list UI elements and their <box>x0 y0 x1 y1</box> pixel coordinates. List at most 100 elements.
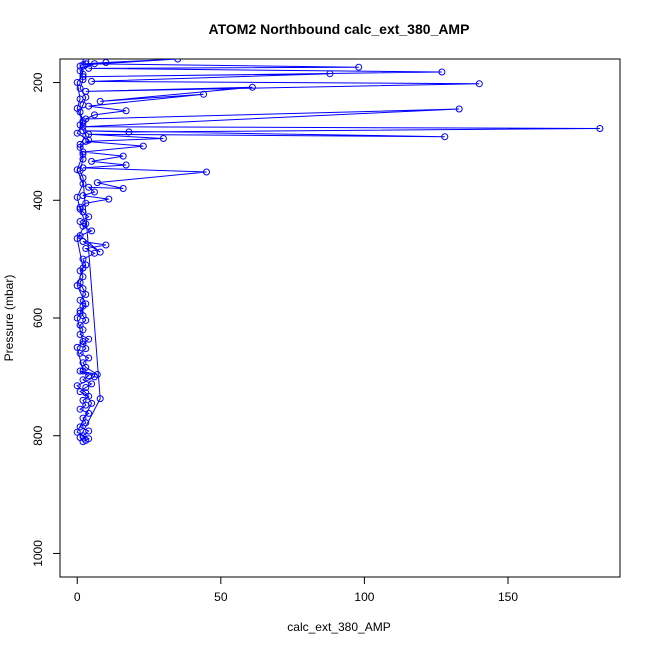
data-point <box>85 427 93 435</box>
data-point <box>596 125 604 132</box>
x-axis: 0 50 100 150 <box>74 576 518 604</box>
data-point <box>79 155 87 163</box>
y-tick-label: 400 <box>31 190 45 210</box>
data-point <box>119 152 127 160</box>
data-point <box>73 129 81 137</box>
data-point <box>122 107 130 115</box>
y-tick-label: 1000 <box>31 540 45 567</box>
chart-title: ATOM2 Northbound calc_ext_380_AMP <box>209 21 470 37</box>
data-point <box>174 59 182 63</box>
data-point <box>91 60 98 68</box>
data-point <box>73 193 81 201</box>
data-point <box>76 143 84 151</box>
data-point <box>93 179 101 187</box>
data-point <box>85 335 93 343</box>
data-point <box>79 376 87 384</box>
data-point <box>88 227 96 235</box>
data-point <box>82 199 90 207</box>
data-point <box>82 384 90 391</box>
data-point <box>73 282 81 290</box>
data-point <box>79 273 87 281</box>
data-point <box>88 77 96 85</box>
data-point <box>76 205 84 213</box>
data-point <box>76 405 84 413</box>
data-point <box>82 300 90 308</box>
data-point <box>455 105 463 113</box>
data-point <box>475 80 483 88</box>
data-point <box>82 59 90 65</box>
data-point <box>79 70 87 78</box>
data-point <box>88 380 96 388</box>
data-point <box>96 395 104 403</box>
data-point <box>85 136 93 144</box>
data-point <box>326 70 334 78</box>
data-point <box>79 414 87 422</box>
data-point <box>82 245 90 252</box>
data-point <box>73 104 81 112</box>
data-point <box>79 264 87 272</box>
data-point <box>79 285 87 293</box>
data-point <box>85 213 93 221</box>
data-point <box>85 409 93 417</box>
data-point <box>102 59 110 66</box>
data-point <box>79 367 87 375</box>
data-point <box>76 423 84 431</box>
data-point <box>82 291 90 298</box>
data-point <box>76 95 84 103</box>
x-tick-label: 50 <box>214 590 228 604</box>
data-point <box>438 68 446 76</box>
data-point <box>82 220 90 228</box>
data-point <box>79 396 87 404</box>
data-point <box>76 309 84 317</box>
x-tick-label: 150 <box>498 590 518 604</box>
data-point <box>125 128 133 136</box>
data-point <box>79 340 87 348</box>
data-point <box>79 76 87 84</box>
y-tick-label: 200 <box>31 72 45 92</box>
data-point <box>119 185 127 192</box>
series-line <box>76 59 600 443</box>
data-point <box>96 248 104 256</box>
data-point <box>96 97 104 105</box>
data-point <box>85 354 93 362</box>
data-point <box>73 343 81 351</box>
data-point <box>73 79 81 86</box>
x-axis-label: calc_ext_380_AMP <box>287 620 390 634</box>
x-tick-label: 0 <box>74 590 81 604</box>
data-point <box>102 241 110 249</box>
data-point <box>79 255 87 263</box>
data-point <box>82 389 90 397</box>
data-point <box>85 435 93 443</box>
x-tick-label: 100 <box>354 590 374 604</box>
data-point <box>200 90 208 98</box>
data-point <box>73 235 81 242</box>
data-point <box>91 188 98 196</box>
data-point <box>79 73 87 81</box>
data-point <box>79 438 87 446</box>
data-point <box>91 111 98 119</box>
data-point <box>85 183 93 191</box>
data-point <box>79 338 87 345</box>
data-point <box>122 161 130 169</box>
data-point <box>73 166 81 174</box>
data-point <box>441 133 449 141</box>
y-tick-label: 800 <box>31 425 45 445</box>
data-point <box>79 119 87 127</box>
data-point <box>79 359 87 367</box>
data-point <box>76 218 84 225</box>
data-point <box>76 84 84 92</box>
data-point <box>355 63 363 71</box>
data-point <box>76 349 84 357</box>
data-point <box>79 180 87 188</box>
data-point <box>79 238 87 245</box>
data-point <box>76 321 84 329</box>
plot-area <box>73 59 604 446</box>
data-point <box>248 83 256 91</box>
data-point <box>105 195 113 203</box>
data-point <box>91 373 98 381</box>
data-point <box>79 150 87 158</box>
data-point <box>88 399 96 407</box>
data-point <box>203 168 210 176</box>
data-point <box>76 140 84 148</box>
